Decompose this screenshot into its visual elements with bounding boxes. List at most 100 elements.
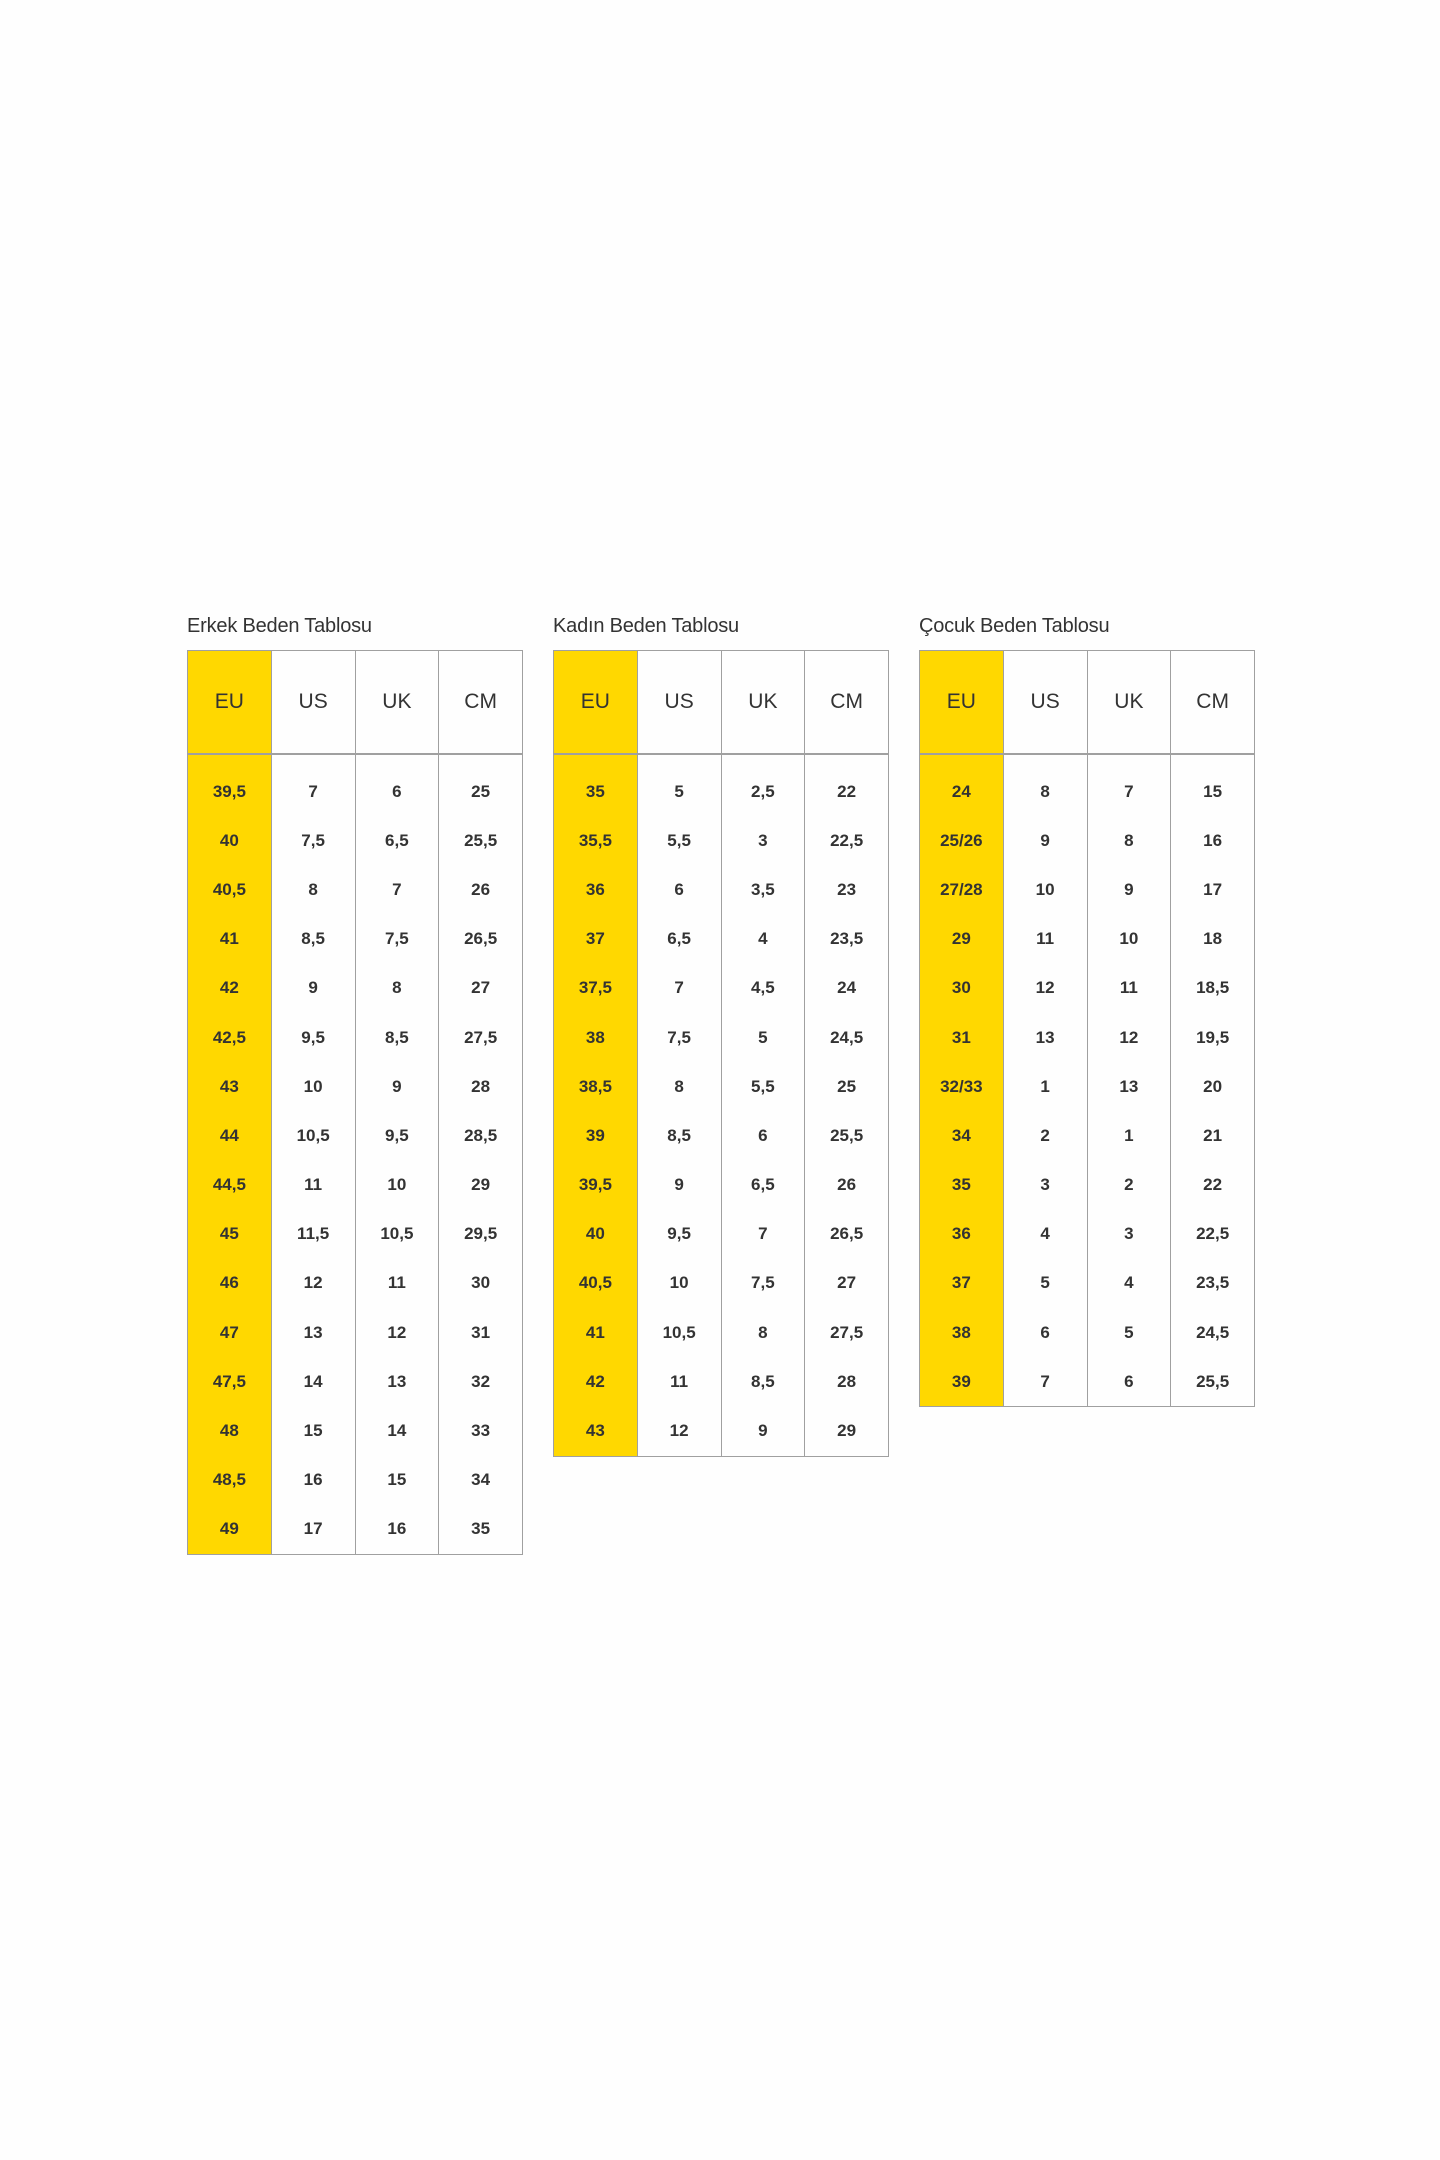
size-cell-uk: 7 bbox=[354, 865, 439, 915]
size-cell-uk: 15 bbox=[354, 1455, 439, 1505]
size-cell-uk: 11 bbox=[1086, 963, 1171, 1013]
table-row: 35 5 2,5 22 bbox=[553, 767, 889, 817]
size-cell-eu: 35,5 bbox=[553, 816, 638, 866]
size-cell-eu: 44,5 bbox=[187, 1160, 272, 1210]
size-cell-uk: 5 bbox=[720, 1012, 805, 1063]
size-chart-title: Kadın Beden Tablosu bbox=[553, 615, 739, 637]
size-cell-uk: 3 bbox=[1086, 1209, 1171, 1259]
size-table: EU US UK CM 24 8 7 15 25/26 9 8 16 27/28 10 9 17 29 11 10 1… bbox=[919, 650, 1255, 1408]
size-cell-eu: 30 bbox=[919, 963, 1004, 1013]
size-cell-us: 15 bbox=[270, 1406, 355, 1456]
size-cell-cm: 25,5 bbox=[804, 1111, 889, 1161]
size-cell-us: 13 bbox=[270, 1308, 355, 1358]
size-cell-cm: 22 bbox=[1170, 1160, 1255, 1210]
size-cell-uk: 10,5 bbox=[354, 1209, 439, 1259]
size-cell-uk: 13 bbox=[1086, 1062, 1171, 1112]
size-cell-cm: 25 bbox=[804, 1062, 889, 1112]
table-row: 48 15 14 33 bbox=[187, 1406, 523, 1456]
table-row: 30 12 11 18,5 bbox=[919, 963, 1255, 1013]
size-cell-eu: 38 bbox=[919, 1308, 1004, 1358]
column-header-us: US bbox=[1002, 650, 1087, 755]
table-row: 39 7 6 25,5 bbox=[919, 1357, 1255, 1407]
size-cell-uk: 4 bbox=[720, 914, 805, 964]
size-cell-cm: 26,5 bbox=[804, 1209, 889, 1259]
size-cell-uk: 7,5 bbox=[720, 1258, 805, 1309]
size-cell-uk: 6,5 bbox=[720, 1160, 805, 1210]
size-cell-eu: 49 bbox=[187, 1504, 272, 1555]
size-cell-us: 8,5 bbox=[636, 1111, 721, 1161]
table-row: 24 8 7 15 bbox=[919, 767, 1255, 817]
table-row: 25/26 9 8 16 bbox=[919, 816, 1255, 866]
size-cell-uk: 3 bbox=[720, 816, 805, 866]
table-row: 45 11,5 10,5 29,5 bbox=[187, 1209, 523, 1259]
size-cell-cm: 25,5 bbox=[1170, 1357, 1255, 1407]
table-row: 36 6 3,5 23 bbox=[553, 865, 889, 915]
size-cell-cm: 26 bbox=[438, 865, 523, 915]
size-cell-cm: 32 bbox=[438, 1357, 523, 1407]
size-cell-us: 7,5 bbox=[636, 1012, 721, 1063]
table-row: 43 12 9 29 bbox=[553, 1406, 889, 1457]
size-cell-cm: 25 bbox=[438, 767, 523, 817]
size-cell-us: 3 bbox=[1002, 1160, 1087, 1210]
size-cell-cm: 31 bbox=[438, 1308, 523, 1358]
size-cell-eu: 43 bbox=[187, 1062, 272, 1112]
table-row: 38 7,5 5 24,5 bbox=[553, 1012, 889, 1063]
size-cell-eu: 40,5 bbox=[553, 1258, 638, 1309]
table-row: 43 10 9 28 bbox=[187, 1062, 523, 1112]
size-cell-eu: 47 bbox=[187, 1308, 272, 1358]
size-cell-uk: 2,5 bbox=[720, 767, 805, 817]
table-row: 37 5 4 23,5 bbox=[919, 1258, 1255, 1309]
size-table: EU US UK CM 39,5 7 6 25 40 7,5 6,5 25,5 40,5 8 7 26 41 8,… bbox=[187, 650, 523, 1555]
size-cell-cm: 23,5 bbox=[1170, 1258, 1255, 1309]
size-cell-eu: 27/28 bbox=[919, 865, 1004, 915]
size-cell-us: 16 bbox=[270, 1455, 355, 1505]
size-cell-us: 7 bbox=[636, 963, 721, 1013]
table-row: 44 10,5 9,5 28,5 bbox=[187, 1111, 523, 1161]
size-cell-cm: 26 bbox=[804, 1160, 889, 1210]
size-cell-cm: 21 bbox=[1170, 1111, 1255, 1161]
size-cell-eu: 39 bbox=[553, 1111, 638, 1161]
size-cell-eu: 31 bbox=[919, 1012, 1004, 1063]
size-cell-us: 10 bbox=[1002, 865, 1087, 915]
size-cell-uk: 12 bbox=[354, 1308, 439, 1358]
size-cell-cm: 33 bbox=[438, 1406, 523, 1456]
size-cell-uk: 10 bbox=[1086, 914, 1171, 964]
size-cell-us: 12 bbox=[1002, 963, 1087, 1013]
size-cell-us: 8,5 bbox=[270, 914, 355, 964]
size-cell-uk: 11 bbox=[354, 1258, 439, 1309]
size-cell-uk: 3,5 bbox=[720, 865, 805, 915]
size-cell-us: 8 bbox=[1002, 767, 1087, 817]
size-cell-us: 9,5 bbox=[636, 1209, 721, 1259]
table-row: 38,5 8 5,5 25 bbox=[553, 1062, 889, 1112]
column-header-eu: EU bbox=[553, 650, 638, 755]
size-cell-cm: 17 bbox=[1170, 865, 1255, 915]
table-row: 42,5 9,5 8,5 27,5 bbox=[187, 1012, 523, 1063]
size-cell-uk: 9 bbox=[1086, 865, 1171, 915]
table-row: 27/28 10 9 17 bbox=[919, 865, 1255, 915]
size-cell-uk: 8 bbox=[720, 1308, 805, 1358]
table-row: 40 9,5 7 26,5 bbox=[553, 1209, 889, 1259]
size-cell-uk: 16 bbox=[354, 1504, 439, 1555]
size-cell-uk: 4,5 bbox=[720, 963, 805, 1013]
size-cell-cm: 30 bbox=[438, 1258, 523, 1309]
size-cell-us: 17 bbox=[270, 1504, 355, 1555]
table-row: 29 11 10 18 bbox=[919, 914, 1255, 964]
size-cell-us: 11,5 bbox=[270, 1209, 355, 1259]
size-cell-cm: 24,5 bbox=[804, 1012, 889, 1063]
size-cell-cm: 29 bbox=[804, 1406, 889, 1457]
size-cell-cm: 27 bbox=[804, 1258, 889, 1309]
spacer-row bbox=[553, 754, 889, 767]
header-row: EU US UK CM bbox=[553, 650, 889, 755]
table-row: 40 7,5 6,5 25,5 bbox=[187, 816, 523, 866]
size-cell-eu: 42,5 bbox=[187, 1012, 272, 1063]
size-cell-us: 6 bbox=[636, 865, 721, 915]
spacer-row bbox=[187, 754, 523, 767]
table-row: 49 17 16 35 bbox=[187, 1504, 523, 1555]
column-header-us: US bbox=[270, 650, 355, 755]
size-cell-us: 5 bbox=[1002, 1258, 1087, 1309]
size-cell-uk: 7 bbox=[720, 1209, 805, 1259]
size-cell-us: 10,5 bbox=[636, 1308, 721, 1358]
size-cell-cm: 22,5 bbox=[804, 816, 889, 866]
size-cell-cm: 29 bbox=[438, 1160, 523, 1210]
size-cell-uk: 1 bbox=[1086, 1111, 1171, 1161]
